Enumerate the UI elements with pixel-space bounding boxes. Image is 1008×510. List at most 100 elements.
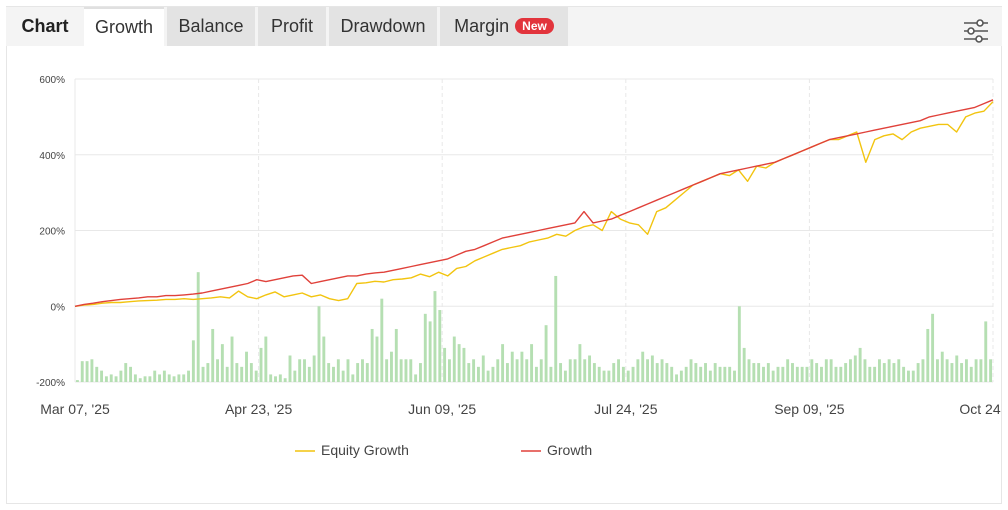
activity-bar [602,370,606,382]
activity-bar [230,336,234,382]
activity-bar [612,363,616,382]
activity-bar [201,366,205,382]
activity-bar [486,370,490,382]
activity-bar [926,328,930,382]
x-tick-label: Jul 24, '25 [594,401,658,417]
activity-bar [211,328,215,382]
activity-bar [989,359,993,382]
activity-bar [322,336,326,382]
chart-panel: 600% 400% 200% 0% -200% Mar 07, '25 Apr 23, '… [6,46,1002,504]
activity-bar [138,378,142,382]
activity-bar [853,355,857,382]
activity-bar [646,359,649,382]
activity-bar [699,366,703,382]
activity-bar [824,359,828,382]
activity-bar [452,336,456,382]
activity-bar [124,363,128,382]
activity-bar [539,359,543,382]
sliders-icon[interactable] [962,17,990,45]
activity-bar [380,298,384,382]
activity-bar [505,363,509,382]
activity-bar [496,359,500,382]
activity-bar [95,366,99,382]
activity-bar [969,366,973,382]
tab-margin-label: Margin [454,16,510,36]
activity-bar [597,366,601,382]
activity-bar [679,370,683,382]
y-axis-ticks: 600% 400% 200% 0% -200% [36,75,65,389]
y-tick-label: 600% [39,75,65,86]
activity-bar [607,370,611,382]
activity-bar [675,374,678,382]
x-tick-label: Sep 09, '25 [774,401,845,417]
x-tick-label: Apr 23, '25 [225,401,292,417]
activity-bar [423,313,427,382]
activity-bar [902,366,906,382]
activity-bar [259,347,263,382]
activity-bar [419,363,422,382]
activity-bar [510,351,514,382]
activity-bar [187,370,190,382]
activity-bar [457,344,461,382]
activity-bar [626,370,630,382]
activity-bar [694,363,698,382]
activity-bar [404,359,408,382]
activity-bar [863,359,867,382]
activity-bar [206,363,210,382]
tab-margin[interactable]: Margin New [440,7,568,46]
activity-bar [829,359,833,382]
activity-bar [327,363,331,382]
activity-bar [530,344,534,382]
activity-bar [346,359,350,382]
activity-bar [114,376,118,382]
activity-bar [791,363,794,382]
activity-bar [631,366,635,382]
activity-bar [757,363,761,382]
activity-bar [950,363,954,382]
series-line-growth [74,99,994,307]
activity-bar [747,359,751,382]
activity-bar [617,359,621,382]
activity-bar [249,363,253,382]
activity-bar [356,363,360,382]
activity-bar [559,363,563,382]
tab-profit[interactable]: Profit [258,7,326,46]
activity-bar [85,361,89,382]
activity-bar [438,310,442,382]
activity-bar [984,321,988,382]
activity-bar [167,374,171,382]
activity-bar [776,366,780,382]
activity-bar [858,347,862,382]
activity-bar [293,370,297,382]
tab-balance[interactable]: Balance [167,7,255,46]
activity-bar [515,359,519,382]
activity-bar [269,374,273,382]
activity-bar [684,366,688,382]
activity-bar [433,291,437,382]
x-tick-label: Oct 24, '25 [959,401,1001,417]
activity-bar [964,359,968,382]
activity-bar [317,306,321,382]
activity-bar [443,347,447,382]
activity-bar [834,366,838,382]
activity-bar [462,347,466,382]
activity-bar [216,359,219,382]
activity-bar [351,374,355,382]
activity-bar [191,340,195,382]
activity-bar [621,366,625,382]
tab-growth[interactable]: Growth [84,7,164,47]
activity-bar [158,374,162,382]
activity-bar [162,370,166,382]
activity-bar [844,363,848,382]
activity-bar [563,370,567,382]
activity-bar [481,355,485,382]
activity-bar [370,328,374,382]
y-tick-label: 0% [51,302,66,313]
tab-drawdown[interactable]: Drawdown [329,7,437,46]
y-tick-label: -200% [36,378,65,389]
activity-bar [650,355,654,382]
activity-bar [182,374,186,382]
y-tick-label: 200% [39,227,65,238]
activity-bar [549,366,553,382]
activity-bar [476,366,480,382]
